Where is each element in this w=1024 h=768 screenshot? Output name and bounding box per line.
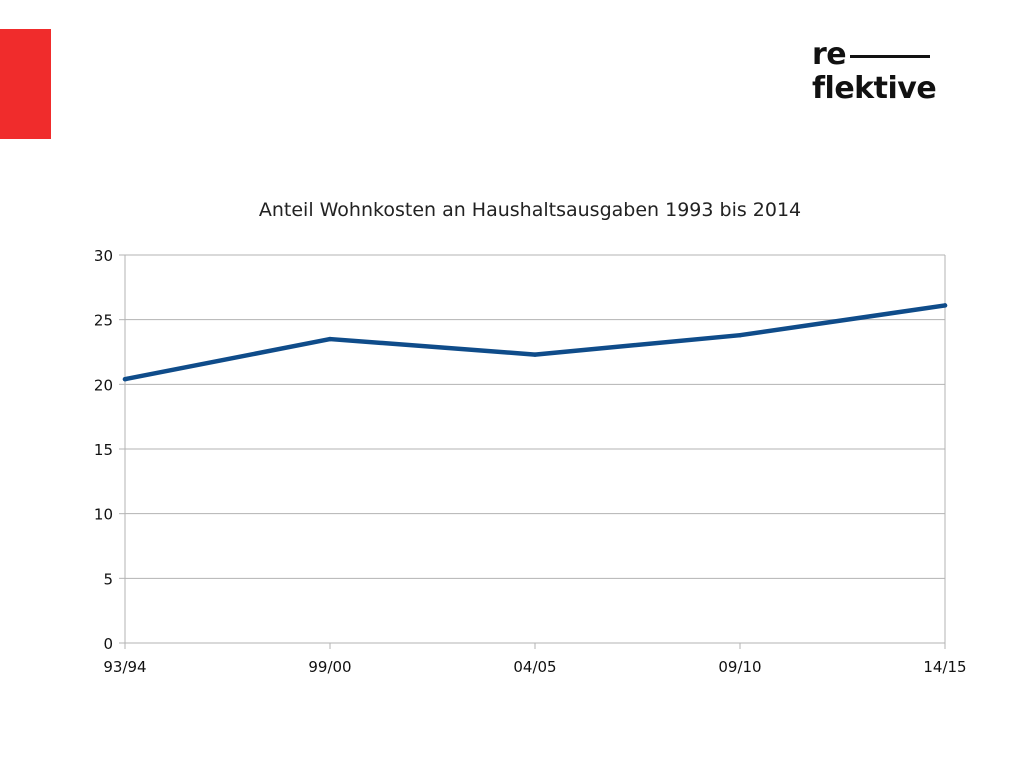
y-tick-label: 5 <box>103 570 113 588</box>
y-tick-label: 0 <box>103 635 113 653</box>
data-point <box>737 332 743 338</box>
series-layer <box>122 303 948 382</box>
series-line <box>122 303 948 382</box>
y-tick-label: 15 <box>94 441 113 459</box>
data-point <box>942 303 948 308</box>
data-point <box>122 376 128 382</box>
y-tick-label: 25 <box>94 312 113 330</box>
reflektive-logo: re flektive <box>812 38 952 106</box>
logo-dash <box>850 55 931 58</box>
logo-text-flektive: flektive <box>812 71 937 106</box>
y-tick-label: 10 <box>94 506 113 524</box>
grid-lines <box>125 254 946 643</box>
x-tick-label: 99/00 <box>308 658 351 676</box>
data-point <box>532 352 538 357</box>
logo-text-re: re <box>812 37 847 72</box>
red-accent-bar <box>0 29 51 139</box>
x-tick-label: 04/05 <box>513 658 556 676</box>
x-tick-label: 14/15 <box>923 658 966 676</box>
axes: 0 5 10 15 20 25 30 93/94 99/00 04/05 09/10 14/15 <box>94 247 967 676</box>
y-tick-label: 20 <box>94 376 113 394</box>
y-tick-label: 30 <box>94 247 113 265</box>
x-tick-label: 09/10 <box>718 658 761 676</box>
x-tick-label: 93/94 <box>103 658 146 676</box>
data-point <box>327 336 333 342</box>
chart-title: Anteil Wohnkosten an Haushaltsausgaben 1… <box>258 199 802 221</box>
